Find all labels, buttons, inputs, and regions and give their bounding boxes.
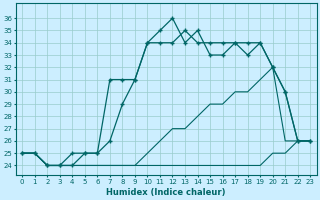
X-axis label: Humidex (Indice chaleur): Humidex (Indice chaleur) <box>107 188 226 197</box>
